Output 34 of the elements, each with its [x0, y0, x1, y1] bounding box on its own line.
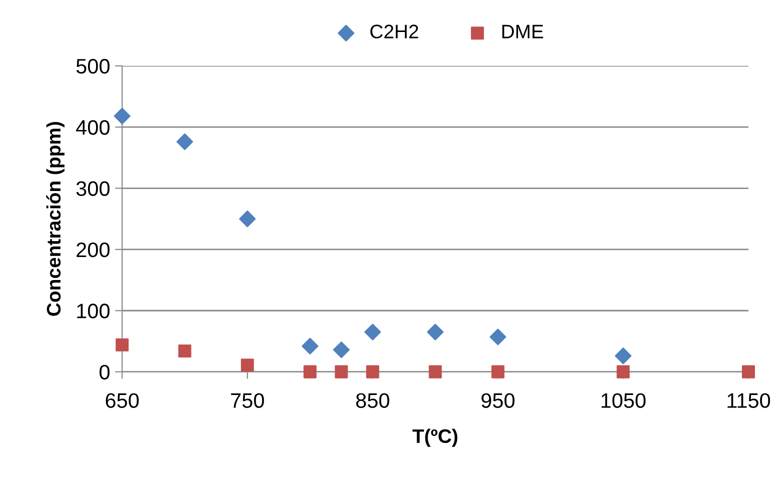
- y-tick-label: 0: [100, 364, 110, 380]
- point: [304, 365, 317, 378]
- legend-label: DME: [502, 24, 544, 38]
- point: [240, 358, 254, 372]
- legend-label: C2H2: [370, 24, 418, 38]
- point: [490, 328, 506, 346]
- x-tick-label: 850: [356, 393, 390, 408]
- point: [302, 338, 318, 354]
- x-tick-label: 1050: [602, 393, 646, 408]
- x-tick-label: 1150: [728, 393, 770, 408]
- point: [176, 133, 194, 150]
- x-axis-title: T(ºC): [412, 428, 458, 447]
- x-tick-label: 650: [106, 393, 139, 408]
- point: [116, 338, 129, 352]
- point: [334, 365, 348, 378]
- y-tick-label: 300: [76, 181, 110, 196]
- point: [366, 365, 380, 378]
- y-axis-title: Concentración (ppm): [46, 122, 64, 316]
- y-tick-label: 200: [76, 242, 110, 258]
- x-tick-label: 950: [482, 393, 514, 408]
- y-tick-label: 400: [76, 120, 110, 135]
- point: [428, 365, 442, 378]
- y-tick-label: 100: [77, 304, 110, 318]
- point: [364, 324, 381, 340]
- point: [491, 365, 504, 378]
- point: [239, 210, 256, 228]
- point: [616, 365, 630, 378]
- x-tick-label: 750: [231, 393, 264, 408]
- point: [114, 108, 130, 124]
- point: [614, 348, 632, 364]
- point: [333, 341, 350, 358]
- point: [178, 344, 192, 358]
- point: [426, 324, 444, 340]
- y-tick-label: 500: [76, 58, 110, 74]
